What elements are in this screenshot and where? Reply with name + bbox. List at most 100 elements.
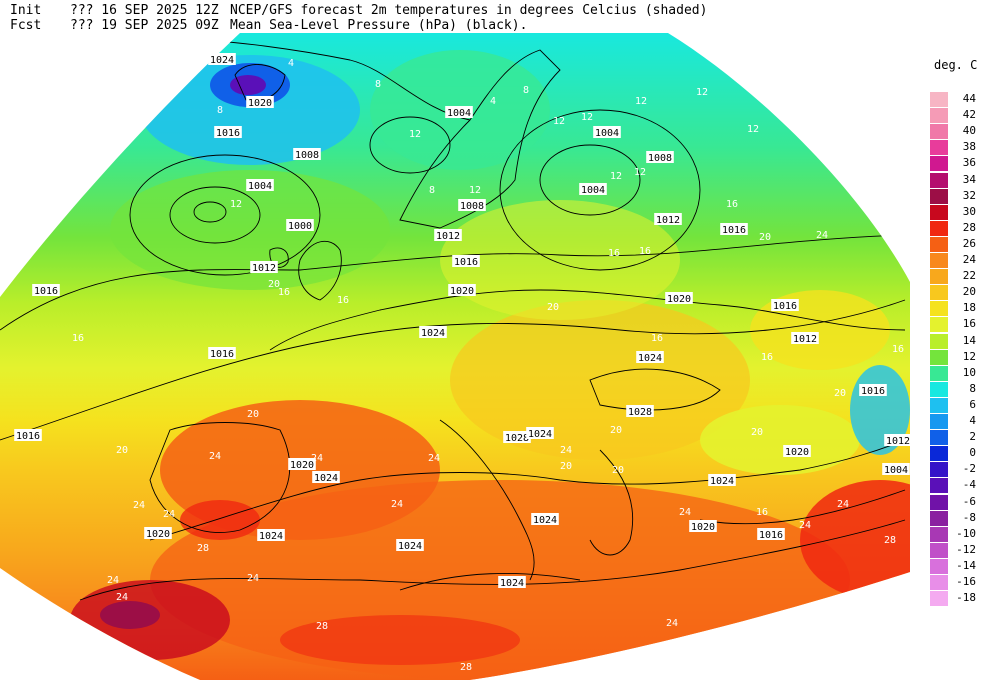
legend-swatch bbox=[930, 510, 948, 526]
legend-swatch bbox=[930, 558, 948, 574]
svg-text:1008: 1008 bbox=[295, 150, 319, 161]
isobar-label-layer: 1024102010161008100410001012101610161016… bbox=[14, 53, 912, 589]
temperature-label: 24 bbox=[837, 499, 849, 510]
temperature-label: 12 bbox=[409, 129, 421, 140]
legend-entry: 14 bbox=[928, 333, 988, 349]
svg-text:8: 8 bbox=[217, 105, 223, 116]
temperature-label: 20 bbox=[759, 232, 771, 243]
svg-text:1028: 1028 bbox=[628, 407, 652, 418]
legend-swatch bbox=[930, 526, 948, 542]
isobar-label: 1016 bbox=[720, 223, 748, 236]
svg-text:1016: 1016 bbox=[34, 286, 58, 297]
legend-entry: 34 bbox=[928, 172, 988, 188]
svg-text:12: 12 bbox=[747, 124, 759, 135]
isobar-label: 1004 bbox=[445, 106, 473, 119]
svg-text:1016: 1016 bbox=[210, 349, 234, 360]
legend-swatch bbox=[930, 397, 948, 413]
isobar-label: 1024 bbox=[312, 471, 340, 484]
isobar-label: 1016 bbox=[214, 126, 242, 139]
svg-text:8: 8 bbox=[375, 79, 381, 90]
legend-label: 12 bbox=[962, 349, 976, 363]
isobar-label: 1016 bbox=[757, 528, 785, 541]
svg-text:20: 20 bbox=[759, 232, 771, 243]
isobar-label: 1016 bbox=[208, 347, 236, 360]
legend-swatch bbox=[930, 317, 948, 333]
svg-text:12: 12 bbox=[581, 112, 593, 123]
svg-text:1008: 1008 bbox=[460, 201, 484, 212]
svg-text:20: 20 bbox=[751, 427, 763, 438]
legend-swatch bbox=[930, 188, 948, 204]
legend-swatch bbox=[930, 575, 948, 590]
isobar-label: 1024 bbox=[419, 326, 447, 339]
legend-entry: 32 bbox=[928, 188, 988, 204]
isobar-label: 1024 bbox=[257, 529, 285, 542]
legend-label: 6 bbox=[969, 397, 976, 411]
svg-text:20: 20 bbox=[610, 425, 622, 436]
svg-text:16: 16 bbox=[761, 352, 773, 363]
legend-entry: 40 bbox=[928, 123, 988, 140]
legend-label: 4 bbox=[969, 414, 976, 427]
temperature-label: 12 bbox=[634, 167, 646, 178]
isobar-label: 1008 bbox=[458, 199, 486, 212]
temperature-label: 20 bbox=[612, 465, 624, 476]
svg-text:4: 4 bbox=[288, 58, 294, 69]
svg-text:16: 16 bbox=[651, 333, 663, 344]
legend-entry: 42 bbox=[928, 107, 988, 124]
legend-swatch bbox=[930, 269, 948, 285]
svg-text:1028: 1028 bbox=[505, 433, 529, 444]
svg-text:24: 24 bbox=[247, 573, 259, 584]
isobar-label: 1012 bbox=[434, 229, 462, 242]
legend-entry: 12 bbox=[928, 349, 988, 365]
legend-swatch bbox=[930, 414, 948, 429]
coastlines bbox=[79, 49, 906, 601]
svg-text:24: 24 bbox=[107, 575, 119, 586]
svg-text:28: 28 bbox=[197, 543, 209, 554]
isobar-label: 1016 bbox=[32, 284, 60, 297]
isobar-label: 1004 bbox=[246, 179, 274, 192]
legend-entry: 24 bbox=[928, 252, 988, 268]
temperature-label: 24 bbox=[311, 453, 323, 464]
temperature-label: 16 bbox=[278, 287, 290, 298]
legend-label: 30 bbox=[962, 204, 976, 218]
svg-text:12: 12 bbox=[409, 129, 421, 140]
svg-text:16: 16 bbox=[337, 295, 349, 306]
temperature-label: 20 bbox=[116, 445, 128, 456]
svg-text:1016: 1016 bbox=[759, 530, 783, 541]
svg-text:1016: 1016 bbox=[16, 431, 40, 442]
svg-text:1024: 1024 bbox=[259, 531, 283, 542]
temperature-label: 20 bbox=[547, 302, 559, 313]
temperature-label: 16 bbox=[892, 344, 904, 355]
svg-text:1024: 1024 bbox=[500, 578, 524, 589]
svg-text:24: 24 bbox=[666, 618, 678, 629]
isobar-label: 1016 bbox=[859, 384, 887, 397]
svg-text:1020: 1020 bbox=[290, 460, 314, 471]
temperature-label: 24 bbox=[209, 451, 221, 462]
svg-text:1004: 1004 bbox=[447, 108, 471, 119]
temperature-label: 20 bbox=[247, 409, 259, 420]
legend-label: 8 bbox=[969, 381, 976, 395]
temperature-label: 12 bbox=[610, 171, 622, 182]
legend-label: -16 bbox=[956, 575, 976, 588]
svg-text:24: 24 bbox=[391, 499, 403, 510]
svg-text:16: 16 bbox=[72, 333, 84, 344]
isobar-label: 1016 bbox=[452, 255, 480, 268]
svg-text:1012: 1012 bbox=[793, 334, 817, 345]
svg-text:20: 20 bbox=[116, 445, 128, 456]
svg-text:12: 12 bbox=[610, 171, 622, 182]
temperature-label: 24 bbox=[799, 520, 811, 531]
svg-text:1024: 1024 bbox=[638, 353, 662, 364]
svg-text:1020: 1020 bbox=[146, 529, 170, 540]
isobar-label: 1028 bbox=[503, 431, 531, 444]
legend-label: 40 bbox=[962, 124, 976, 138]
svg-text:16: 16 bbox=[892, 344, 904, 355]
svg-text:20: 20 bbox=[268, 279, 280, 290]
map-title-temperature: NCEP/GFS forecast 2m temperatures in deg… bbox=[230, 3, 708, 18]
svg-text:20: 20 bbox=[247, 409, 259, 420]
svg-text:24: 24 bbox=[816, 230, 828, 241]
legend-entry: -14 bbox=[928, 558, 988, 574]
isobar-label: 1004 bbox=[882, 463, 910, 476]
isobar-label: 1024 bbox=[498, 576, 526, 589]
svg-text:1004: 1004 bbox=[884, 465, 908, 476]
